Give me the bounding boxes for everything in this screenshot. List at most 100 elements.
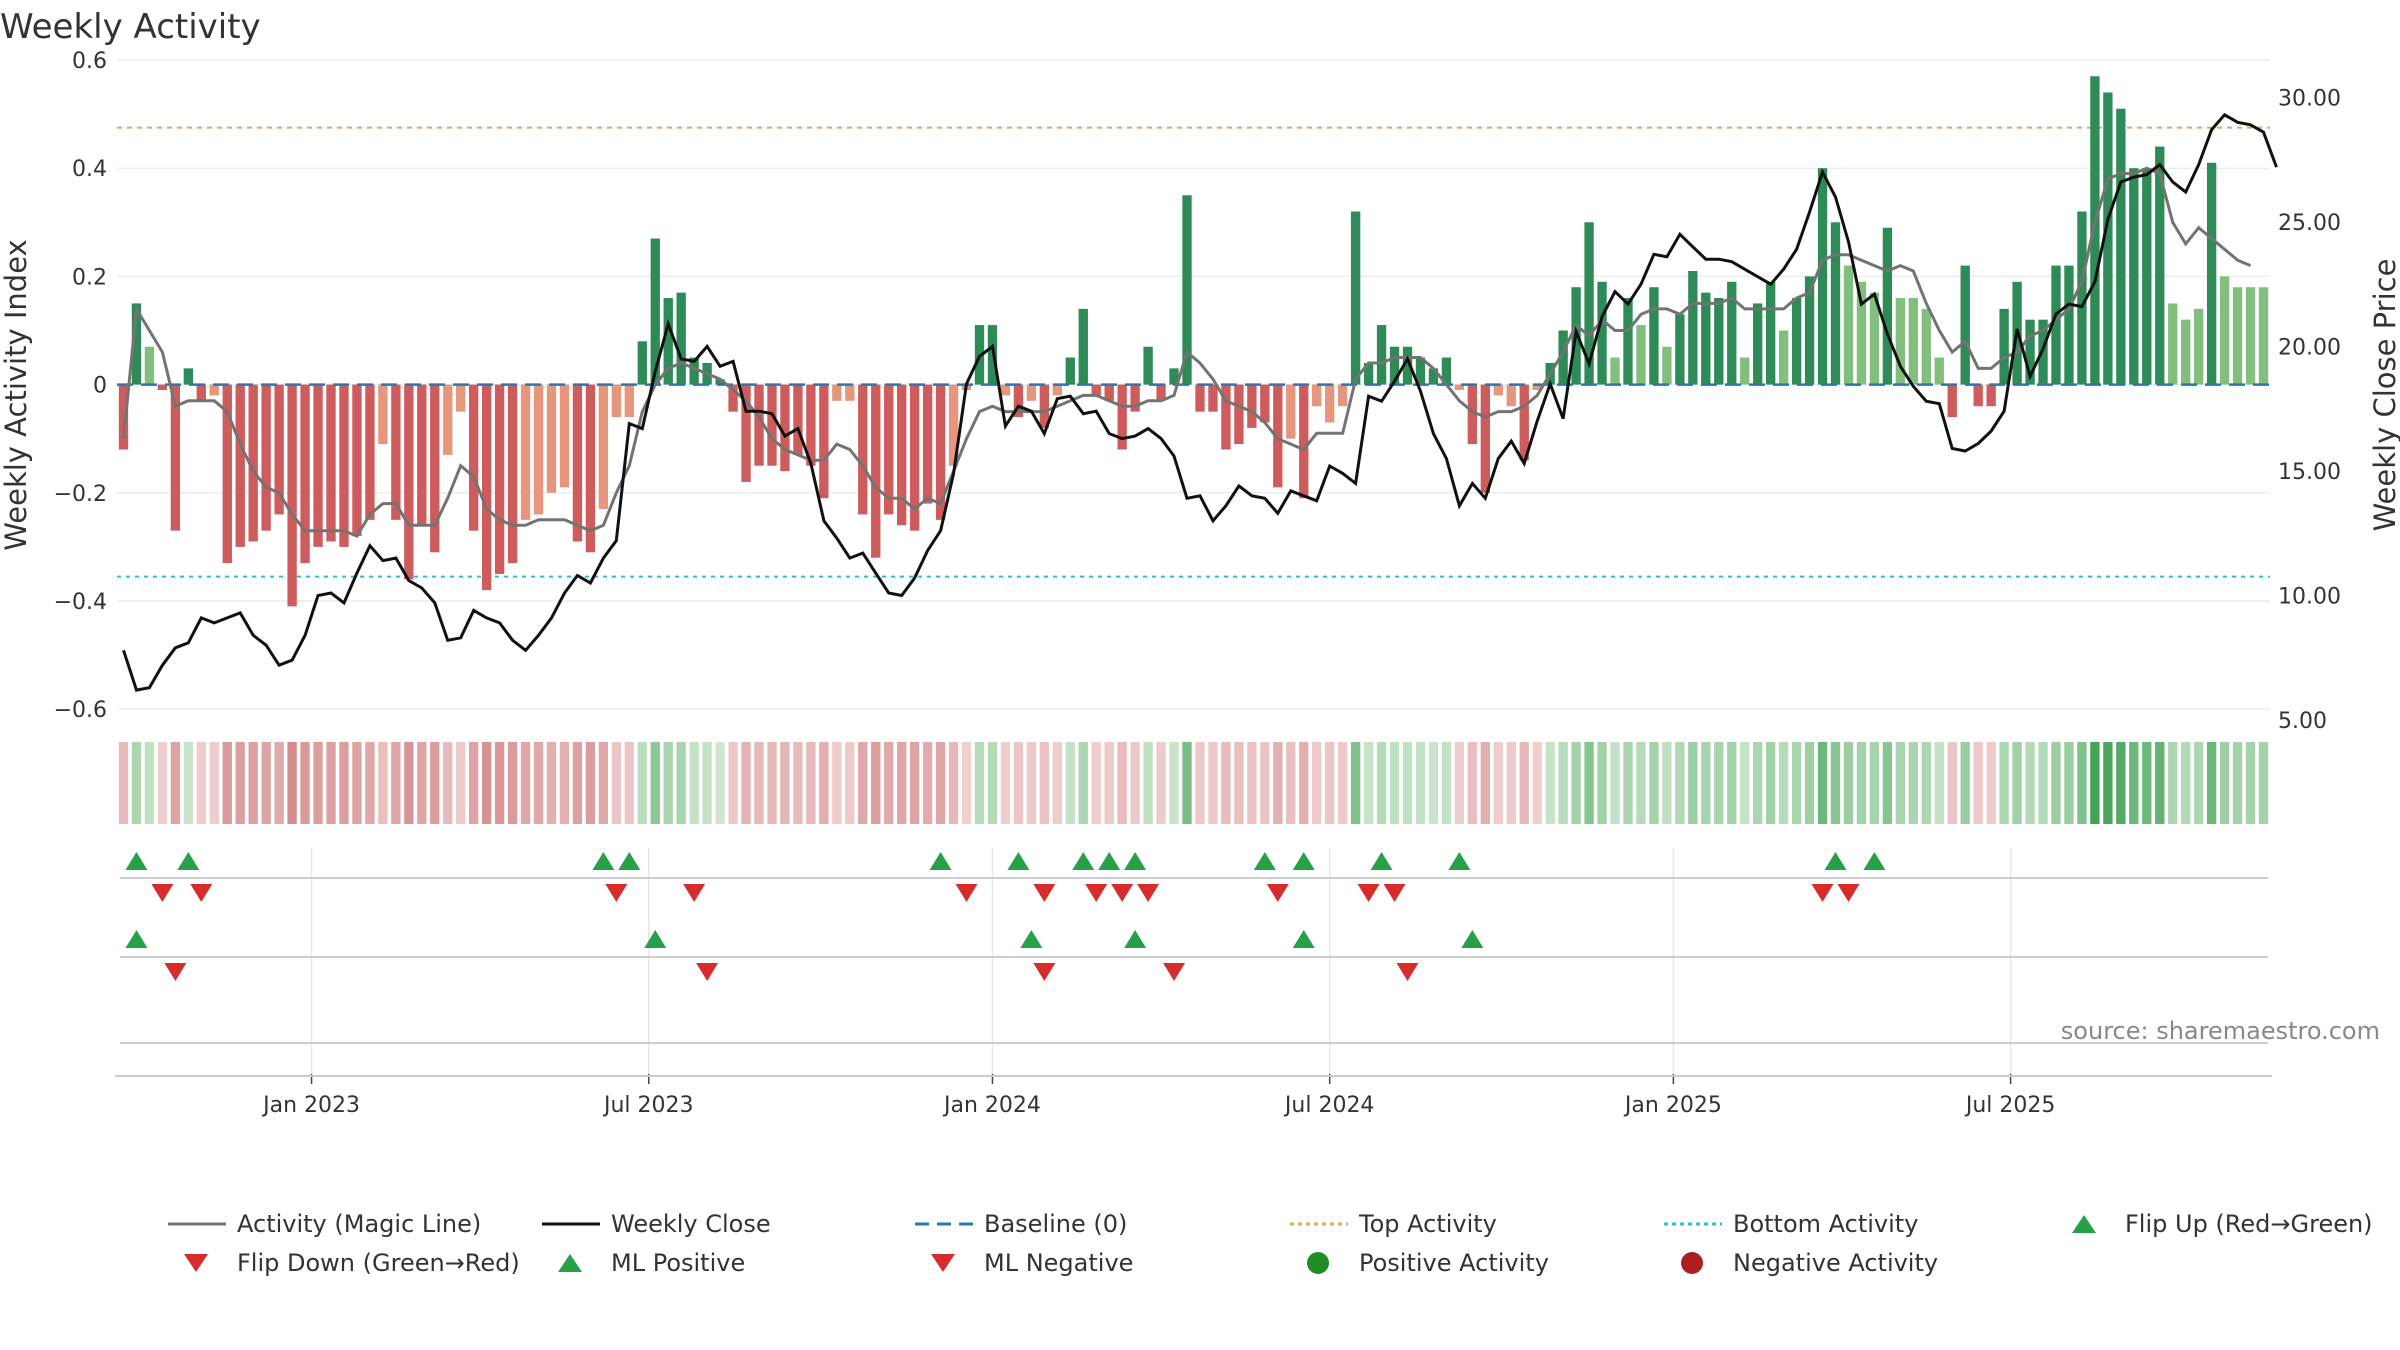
legend-label: Activity (Magic Line) — [237, 1210, 481, 1238]
heat-cell — [1947, 742, 1957, 824]
activity-bar — [1519, 384, 1529, 461]
x-tick-label: Jul 2023 — [602, 1093, 694, 1118]
flip-up-marker — [1098, 852, 1121, 870]
heat-cell — [1195, 742, 1205, 824]
activity-bar — [871, 384, 881, 558]
activity-bar — [793, 384, 803, 455]
activity-bar — [1052, 384, 1062, 396]
heat-cell — [2232, 742, 2243, 824]
activity-bar — [1117, 384, 1127, 450]
activity-heat-strip — [118, 742, 2269, 824]
heat-cell — [1714, 742, 1724, 824]
activity-bar — [1467, 384, 1478, 445]
heat-cell — [819, 742, 829, 824]
flip-up-marker — [1253, 852, 1276, 870]
heat-cell — [2012, 742, 2022, 824]
activity-bar — [1999, 308, 2009, 385]
activity-bar — [1441, 357, 1452, 385]
heat-cell — [1778, 742, 1789, 824]
activity-bar — [2245, 287, 2256, 385]
heat-cell — [209, 742, 219, 824]
activity-bar — [728, 384, 738, 412]
x-tick-label: Jul 2025 — [1964, 1093, 2056, 1118]
activity-bar — [1727, 281, 1737, 385]
heat-cell — [443, 742, 453, 824]
y-axis-left-title: Weekly Activity Index — [0, 239, 33, 550]
activity-bar — [1325, 384, 1335, 423]
heat-cell — [1169, 742, 1179, 824]
activity-bar — [1740, 357, 1750, 385]
flip-up-marker — [1072, 852, 1095, 870]
activity-bar — [1350, 211, 1361, 385]
x-tick-label: Jan 2024 — [942, 1093, 1041, 1118]
flip-up-marker — [125, 852, 148, 870]
heat-cell — [2051, 742, 2061, 824]
activity-bar — [2193, 308, 2204, 385]
heat-cell — [1623, 742, 1633, 824]
y-tick-left: −0.2 — [54, 482, 107, 507]
activity-bar — [287, 384, 297, 607]
heat-cell — [1065, 742, 1075, 824]
activity-bar — [1208, 384, 1218, 412]
flip-down-marker — [190, 884, 213, 902]
heat-cell — [1221, 742, 1231, 824]
heat-cell — [1234, 742, 1244, 824]
activity-bar — [1221, 384, 1231, 450]
heat-cell — [313, 742, 323, 824]
activity-bar — [507, 384, 518, 564]
heat-cell — [170, 742, 181, 824]
heat-cell — [1143, 742, 1153, 824]
heat-cell — [1986, 742, 1996, 824]
magic-line — [122, 166, 2252, 538]
flip-down-marker — [1837, 884, 1860, 902]
y-tick-left: 0 — [93, 374, 107, 399]
activity-bar — [520, 384, 531, 520]
activity-bar — [1908, 298, 1918, 385]
heat-cell — [157, 742, 168, 824]
activity-bar — [1804, 276, 1815, 385]
heat-cell — [1493, 742, 1503, 824]
heat-cell — [728, 742, 738, 824]
heat-cell — [300, 742, 310, 824]
heat-cell — [1830, 742, 1841, 824]
legend-label: Weekly Close — [611, 1210, 771, 1238]
activity-bar — [404, 384, 414, 580]
chart-title: Weekly Activity — [0, 7, 261, 47]
activity-bar — [1195, 384, 1205, 412]
heat-cell — [2077, 742, 2087, 824]
heat-cell — [1260, 742, 1270, 824]
heat-cell — [183, 742, 194, 824]
activity-bar — [2064, 265, 2074, 385]
heat-cell — [2181, 742, 2191, 824]
activity-bar — [1234, 384, 1244, 445]
heat-cell — [365, 742, 375, 824]
y-axis-right-title: Weekly Close Price — [2368, 259, 2400, 532]
heat-cell — [1091, 742, 1101, 824]
heat-cell — [1804, 742, 1815, 824]
heat-cell — [637, 742, 647, 824]
series-lines — [117, 112, 2278, 692]
heat-cell — [948, 742, 959, 824]
activity-bar — [469, 384, 479, 531]
activity-bar — [2051, 265, 2061, 385]
flip-up-marker — [177, 852, 200, 870]
heat-cell — [572, 742, 583, 824]
activity-bar — [1104, 384, 1114, 401]
heat-cell — [1000, 742, 1011, 824]
heat-cell — [118, 742, 129, 824]
ml-negative-marker — [1033, 963, 1056, 981]
activity-bar — [391, 384, 401, 520]
flip-down-marker — [605, 884, 628, 902]
ml-positive-marker — [1020, 930, 1043, 948]
activity-bar — [1701, 292, 1711, 385]
activity-bar — [1273, 384, 1283, 488]
flip-up-marker — [1124, 852, 1147, 870]
heat-cell — [1350, 742, 1361, 824]
activity-bar — [378, 384, 388, 445]
heat-cell — [871, 742, 881, 824]
activity-bar — [157, 384, 168, 390]
activity-bar — [1337, 384, 1348, 407]
activity-bar — [935, 384, 946, 520]
activity-bar — [1013, 384, 1024, 418]
